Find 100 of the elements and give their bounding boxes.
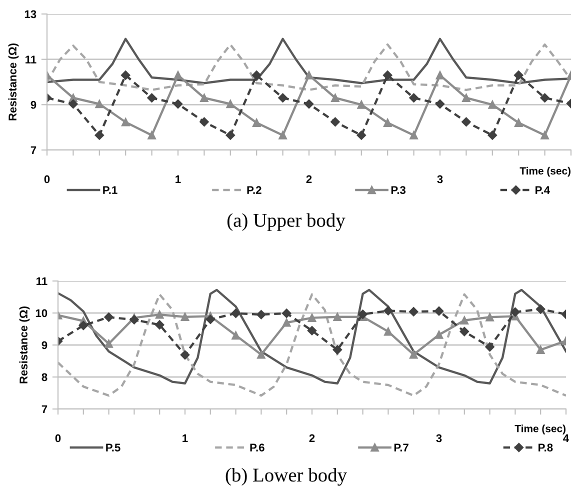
point (252, 118, 261, 127)
x-tick-label: 1 (176, 175, 181, 184)
line-series (47, 38, 571, 84)
point (331, 94, 340, 102)
point (174, 71, 182, 80)
legend-label: P.2 (247, 186, 262, 194)
point (488, 130, 498, 140)
point (180, 350, 190, 360)
point (120, 70, 130, 80)
point (173, 99, 183, 109)
point (68, 99, 78, 109)
point (278, 131, 287, 140)
legend-label: P.6 (250, 444, 264, 452)
y-tick-label: 9 (30, 100, 36, 109)
point (514, 70, 524, 80)
point (384, 306, 393, 316)
x-tick-label: 0 (55, 434, 61, 442)
point (180, 312, 190, 322)
point (78, 320, 88, 330)
x-tick-label: 0 (44, 175, 50, 184)
point (514, 118, 523, 127)
legend-label: P.4 (536, 186, 550, 194)
legend-label: P.8 (538, 444, 553, 452)
x-axis-title: Time (sec) (520, 166, 570, 177)
point (408, 307, 418, 316)
point (232, 331, 240, 340)
point (94, 130, 104, 140)
point (104, 312, 114, 322)
x-tick-label: 3 (437, 175, 443, 184)
point (460, 326, 470, 336)
y-tick-label: 9 (42, 341, 48, 350)
point (226, 100, 235, 108)
y-axis-title: Resistance (Ω) (19, 306, 30, 384)
point (333, 312, 342, 322)
legend-label: P.1 (103, 186, 118, 194)
point (409, 350, 418, 359)
point (383, 118, 392, 127)
point (536, 346, 545, 354)
point (304, 71, 314, 80)
y-tick-label: 7 (42, 405, 48, 414)
point (304, 99, 314, 109)
legend-label: P.3 (391, 186, 406, 194)
point (200, 94, 208, 102)
point (410, 131, 418, 140)
point (384, 327, 392, 336)
point (434, 306, 444, 316)
point (460, 316, 469, 325)
x-tick-label: 2 (309, 434, 315, 442)
y-tick-label: 8 (42, 373, 48, 382)
point (436, 71, 444, 80)
x-tick-label: 4 (563, 434, 570, 442)
point (409, 93, 418, 102)
point (540, 131, 549, 140)
point (282, 308, 292, 318)
point (256, 310, 266, 320)
line-series (58, 288, 566, 385)
point (536, 304, 546, 314)
point (147, 93, 156, 102)
point (252, 70, 262, 80)
y-tick-label: 11 (36, 277, 48, 286)
point (357, 100, 366, 109)
y-tick-label: 11 (26, 56, 36, 64)
point (130, 315, 139, 324)
y-tick-label: 7 (30, 146, 36, 154)
point (486, 312, 494, 322)
point (278, 93, 288, 102)
point (485, 342, 494, 352)
point (121, 118, 130, 126)
point (308, 314, 316, 322)
point (356, 130, 366, 140)
point (154, 320, 164, 330)
point (155, 310, 164, 319)
point (206, 314, 216, 324)
point (148, 131, 156, 140)
x-tick-label: 1 (182, 434, 188, 442)
line-series (58, 293, 566, 397)
x-tick-label: 2 (306, 175, 312, 184)
point (462, 94, 470, 102)
point (332, 345, 342, 354)
line-series (47, 43, 571, 92)
point (307, 326, 317, 336)
point (95, 100, 104, 108)
point (282, 318, 291, 327)
legend-label: P.5 (106, 444, 120, 452)
point (462, 117, 471, 127)
point (330, 117, 340, 127)
point (231, 308, 240, 318)
point (257, 350, 266, 359)
point (104, 340, 113, 348)
point (540, 93, 550, 102)
point (488, 100, 497, 109)
x-axis-title: Time (sec) (514, 424, 566, 434)
point (510, 307, 520, 317)
point (434, 330, 444, 339)
legend-label: P.7 (394, 444, 408, 452)
y-tick-label: 13 (24, 10, 36, 18)
y-axis-title: Resistance (Ω) (8, 44, 19, 120)
y-tick-label: 10 (36, 309, 48, 318)
point (200, 117, 209, 127)
point (382, 70, 392, 80)
